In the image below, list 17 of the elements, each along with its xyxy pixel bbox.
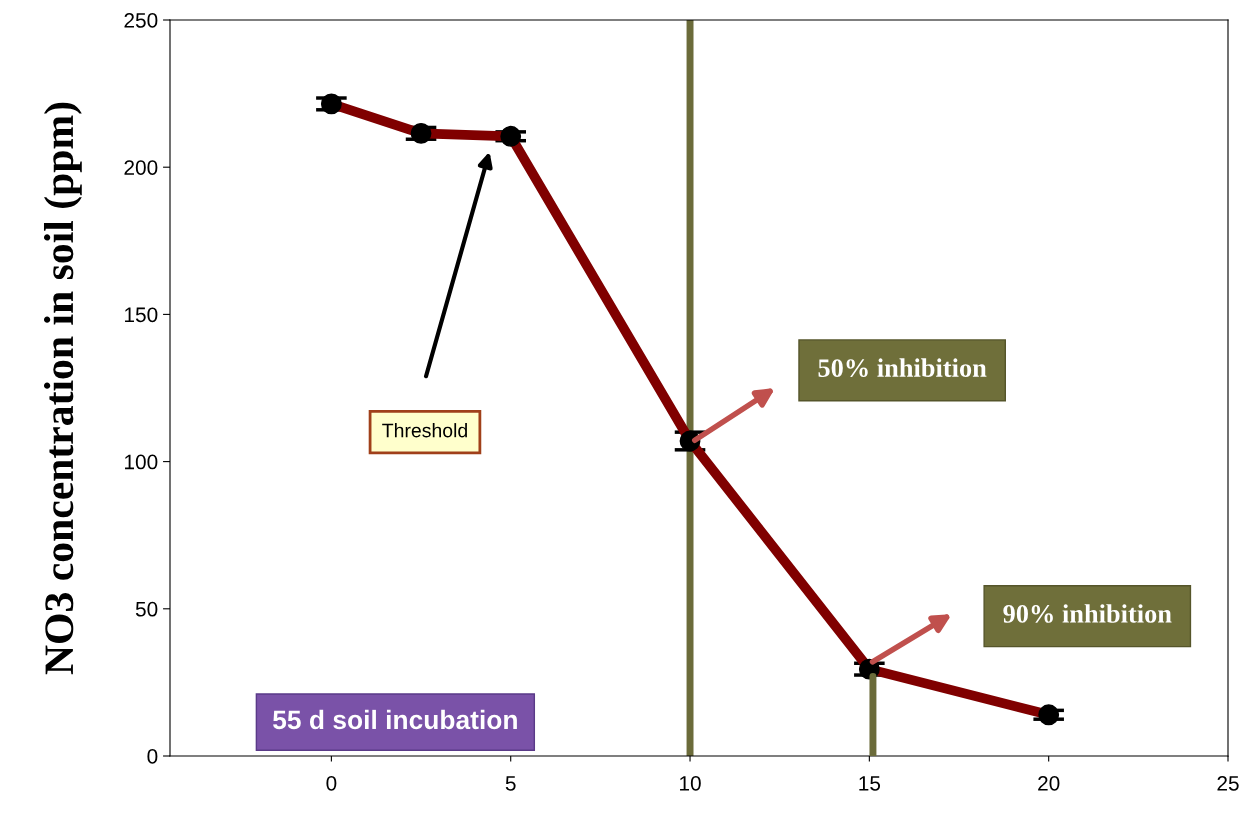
x-tick-label: 0	[326, 775, 337, 791]
x-tick-label: 5	[505, 776, 516, 791]
y-tick-label: 100	[125, 454, 158, 470]
y-tick-label: 200	[124, 160, 158, 175]
annotation: 55 d soil incubation	[273, 709, 517, 730]
x-tick-label: 15	[859, 776, 881, 791]
y-tick-label: 150	[125, 307, 158, 323]
annotation: 50% inhibition	[818, 358, 987, 378]
annotation: Threshold	[382, 423, 467, 438]
y-tick-label: 50	[135, 601, 158, 617]
annotation: 90% inhibition	[1003, 604, 1172, 623]
x-tick-label: 25	[1217, 775, 1239, 791]
y-tick-label: 250	[124, 13, 158, 28]
x-tick-label: 20	[1038, 775, 1060, 791]
x-tick-label: 10	[680, 775, 701, 791]
y-tick-label: 0	[147, 749, 158, 764]
y-axis-title: NO3 concentration in soil (ppm)	[43, 102, 82, 675]
